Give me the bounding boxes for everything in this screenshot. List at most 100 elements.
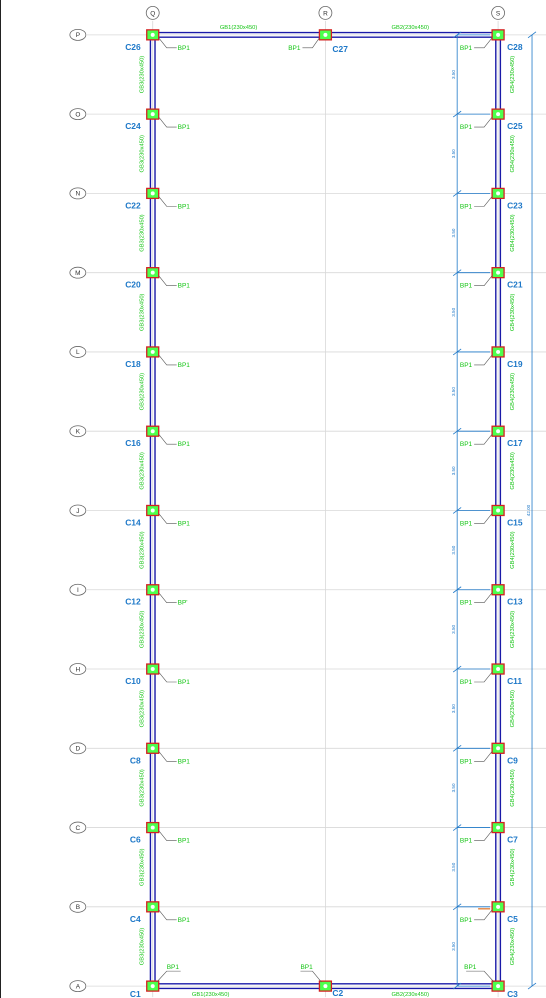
grid-bubble-label: S <box>496 10 501 17</box>
column-c12-center <box>150 587 155 592</box>
column-c19-center <box>496 349 501 354</box>
pedestal-leader <box>156 970 181 983</box>
beam-label-left: GB3(230x450) <box>140 293 146 331</box>
column-label-right: C19 <box>507 359 523 369</box>
grid-bubble-q <box>145 6 160 20</box>
bay-dimension-label: 3.50 <box>451 228 456 237</box>
beam-label-right: GB4(230x450) <box>510 848 516 886</box>
column-c7-center <box>496 825 501 830</box>
grid-bubble-j <box>69 504 87 517</box>
grid-bubble-i <box>69 583 87 596</box>
grid-bubble-label: O <box>75 111 80 118</box>
beam-label-top-left: GB1(230x450) <box>220 25 258 31</box>
pedestal-leader <box>474 434 493 445</box>
beam-label-right: GB4(230x450) <box>510 531 516 569</box>
pedestal-leader <box>158 275 177 286</box>
pedestal-label-right: BP1 <box>460 758 473 765</box>
pedestal-leader <box>474 909 493 921</box>
bay-dimension-label: 3.50 <box>451 387 456 396</box>
beam-label-right: GB4(230x450) <box>510 293 516 331</box>
pedestal-label-left: BP1 <box>178 838 191 845</box>
column-c25-center <box>496 112 501 117</box>
grid-bubble-label: Q <box>150 10 155 17</box>
pedestal-label-right: BP1 <box>460 917 473 924</box>
columns <box>146 29 505 992</box>
bay-dimension-label: 3.50 <box>451 149 456 158</box>
pedestal-label-left: BP1 <box>178 124 191 131</box>
column-label-left: C8 <box>130 755 141 765</box>
column-c8-center <box>150 746 155 751</box>
column-c21-center <box>496 270 501 275</box>
grid-bubble-h <box>69 663 87 675</box>
column-label-left: C6 <box>130 835 141 845</box>
column-label-left: C12 <box>125 597 141 607</box>
grid-bubble-a <box>69 980 87 992</box>
grid-bubble-r <box>318 6 333 20</box>
pedestal-leader <box>158 434 177 445</box>
column-c26-center <box>150 32 155 37</box>
beam-label-bottom-left: GB1(230x450) <box>192 992 230 998</box>
grid-bubble-label: N <box>76 191 81 198</box>
column-c14-center <box>150 508 155 513</box>
pedestal-label-left: BP1 <box>178 203 191 210</box>
dimension-tick <box>527 982 537 990</box>
beam-label-left: GB3(230x450) <box>140 135 146 173</box>
column-label-left: C4 <box>130 914 141 924</box>
column-c2-center <box>323 984 328 989</box>
bay-dimension-label: 3.50 <box>451 942 456 951</box>
column-c16-center <box>150 429 155 434</box>
beam-label-left: GB3(230x450) <box>140 373 146 411</box>
beam-label-right: GB4(230x450) <box>510 373 516 411</box>
grid-bubble-b <box>69 900 87 913</box>
grid-bubble-o <box>69 108 87 121</box>
pedestal-label-left: BP1 <box>178 283 191 290</box>
pedestal-leader <box>302 37 320 49</box>
grid-bubble-label: D <box>76 746 81 753</box>
bay-dimension-label: 3.50 <box>451 624 456 633</box>
pedestal-label-left: BP1 <box>178 679 191 686</box>
pedestal-label-right: BP1 <box>460 520 473 527</box>
grid-bubble-label: L <box>76 349 80 356</box>
pedestal-label-bottom-right: BP1 <box>464 964 477 971</box>
pedestal-label-right: BP1 <box>460 45 473 52</box>
pedestal-label-right: BP1 <box>460 838 473 845</box>
bay-dimension-label: 3.50 <box>451 862 456 871</box>
beam-label-left: GB3(230x450) <box>140 928 146 966</box>
pedestal-label-left: BP1 <box>178 758 191 765</box>
column-label-left: C1 <box>130 989 141 998</box>
pedestal-label-left: BP1 <box>178 45 191 52</box>
pedestal-label-left: BP1 <box>178 917 191 924</box>
dimension-lines: 3.50 3.50 3.50 3.50 3.50 3.50 3.50 3.50 3.50 3.50… <box>451 31 537 990</box>
column-label-left: C26 <box>125 42 141 52</box>
pedestal-label-right: BP1 <box>460 679 473 686</box>
pedestal-leader <box>466 970 495 983</box>
column-c20-center <box>150 270 155 275</box>
pedestal-leader <box>158 751 177 762</box>
pedestal-leader <box>158 354 177 366</box>
pedestal-label-right: BP1 <box>460 203 473 210</box>
pedestal-leader <box>474 751 493 762</box>
bay-dimension-label: 3.50 <box>451 466 456 475</box>
pedestal-leader <box>158 513 177 524</box>
pedestal-leader <box>158 592 177 604</box>
pedestal-leader <box>474 37 493 49</box>
beam-label-left: GB3(230x450) <box>140 769 146 807</box>
column-label-right: C3 <box>507 989 518 998</box>
column-c6-center <box>150 825 155 830</box>
beam-label-bottom-right: GB2(230x450) <box>391 992 429 998</box>
pedestal-label-top-mid: BP1 <box>288 45 301 52</box>
column-label-right: C21 <box>507 280 523 290</box>
beam-label-top-right: GB2(230x450) <box>391 25 429 31</box>
grid-bubble-label: A <box>76 983 81 990</box>
grid-bubble-l <box>69 346 87 358</box>
column-label-right: C13 <box>507 597 523 607</box>
beam-label-left: GB3(230x450) <box>140 611 146 649</box>
column-label-right: C5 <box>507 914 518 924</box>
grid-bubble-d <box>69 742 87 755</box>
beam-label-right: GB4(230x450) <box>510 928 516 966</box>
bay-dimension-label: 3.50 <box>451 70 456 79</box>
beam-label-right: GB4(230x450) <box>510 214 516 252</box>
column-c22-center <box>150 191 155 196</box>
pedestal-leader <box>474 116 493 128</box>
